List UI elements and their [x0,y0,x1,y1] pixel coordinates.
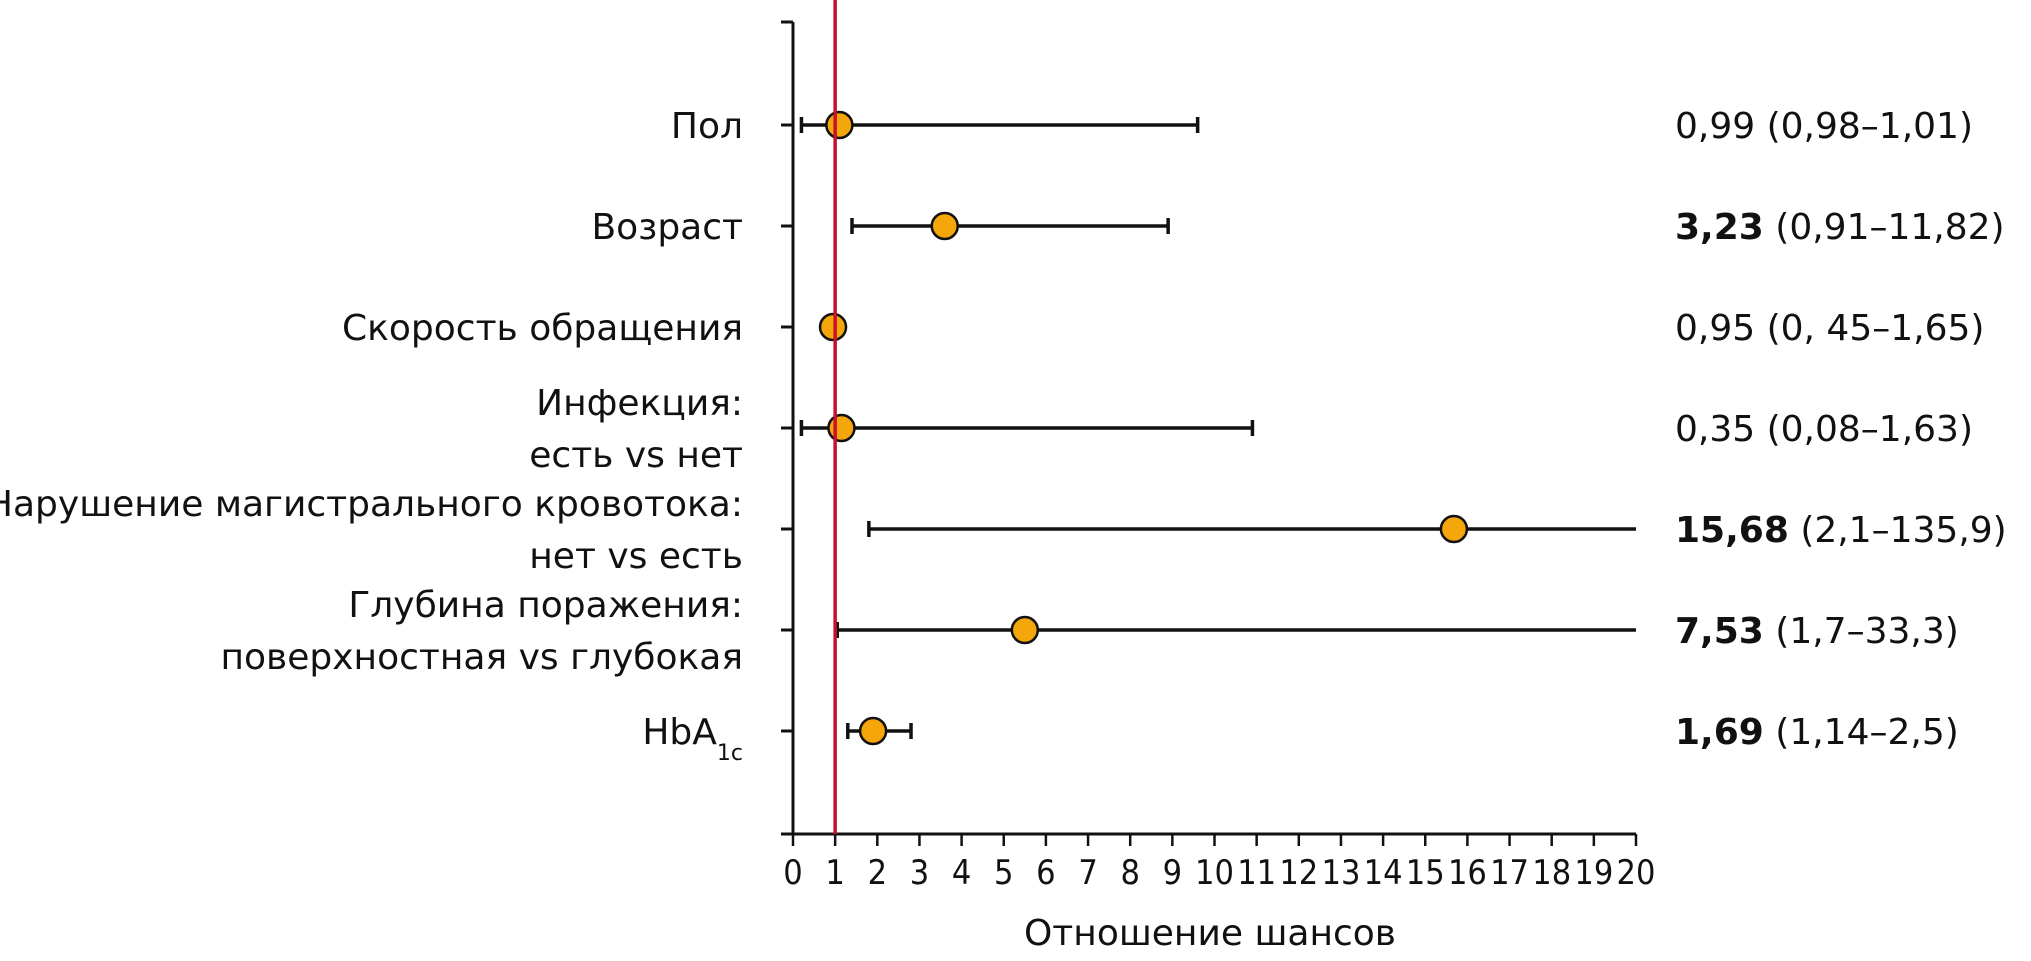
row-value-ci: (2,1–135,9) [1789,510,2007,551]
x-tick-label: 12 [1279,853,1318,893]
row-value-ci: (0,91–11,82) [1764,207,2005,248]
forest-row: Возраст 3,23 (0,91–11,82) [591,207,2004,248]
x-tick-label: 10 [1195,853,1234,893]
x-tick-label: 2 [868,853,887,893]
x-tick-label: 0 [783,853,802,893]
x-tick-label: 9 [1163,853,1182,893]
row-label: Возраст [591,207,743,248]
row-value-bold: 3,23 [1675,207,1764,248]
x-tick-label: 3 [910,853,929,893]
forest-row: Скорость обращения 0,95 (0, 45–1,65) [342,308,1984,349]
row-label-line2: нет vs есть [529,536,743,577]
row-value-ci: 0,95 (0, 45–1,65) [1675,308,1984,349]
x-tick-label: 1 [825,853,844,893]
forest-row: Нарушение магистрального кровотока: нет v… [0,484,2007,577]
row-value: 3,23 (0,91–11,82) [1675,207,2005,248]
row-label: Пол [671,106,743,147]
forest-row: Пол 0,99 (0,98–1,01) [671,106,1973,147]
point-marker [1439,514,1469,544]
point-marker [825,110,854,140]
x-tick-label: 8 [1120,853,1139,893]
row-label-line1: Глубина поражения: [348,585,743,626]
x-tick-label: 18 [1532,853,1571,893]
x-tick-label: 20 [1617,853,1656,893]
row-label-subscript: 1c [717,741,743,766]
row-value: 0,99 (0,98–1,01) [1675,106,1973,147]
row-label-main: HbA [642,712,717,753]
point-marker [858,716,888,746]
row-label-line2: есть vs нет [529,435,743,476]
x-axis-title: Отношение шансов [1024,913,1396,954]
x-tick-label: 11 [1237,853,1276,893]
row-value: 0,35 (0,08–1,63) [1675,409,1973,450]
x-tick-label: 13 [1321,853,1360,893]
x-tick-label: 6 [1036,853,1055,893]
point-marker [818,312,848,342]
row-value-bold: 15,68 [1675,510,1789,551]
row-label-line1: Инфекция: [536,383,743,424]
forest-row: Инфекция: есть vs нет 0,35 (0,08–1,63) [529,383,1973,476]
x-tick-label: 5 [994,853,1013,893]
row-value-bold: 1,69 [1675,712,1764,753]
row-value-ci: 0,99 (0,98–1,01) [1675,106,1973,147]
row-value: 15,68 (2,1–135,9) [1675,510,2007,551]
x-tick-label: 19 [1574,853,1613,893]
row-value-bold: 7,53 [1675,611,1764,652]
axes: 0 1 2 3 4 5 6 7 8 9 10 11 12 13 14 15 16 17 18 19 20 [781,20,1656,893]
rows: Пол 0,99 (0,98–1,01) Возраст 3,23 (0,91–11,… [0,106,2007,766]
row-value: 7,53 (1,7–33,3) [1675,611,1959,652]
row-label: HbA1c [642,712,743,766]
x-tick-label: 7 [1078,853,1097,893]
x-tick-label: 14 [1364,853,1403,893]
x-tick-label: 15 [1406,853,1445,893]
row-value: 0,95 (0, 45–1,65) [1675,308,1984,349]
row-value: 1,69 (1,14–2,5) [1675,712,1959,753]
forest-row: Глубина поражения: поверхностная vs глубо… [220,585,1958,678]
point-marker [827,413,856,443]
row-label-line1: Нарушение магистрального кровотока: [0,484,743,525]
row-label: Скорость обращения [342,308,743,349]
x-tick-label: 16 [1448,853,1487,893]
row-label-line2: поверхностная vs глубокая [220,637,743,678]
point-marker [930,211,959,241]
point-marker [1010,615,1040,645]
row-value-ci: (1,14–2,5) [1764,712,1959,753]
row-value-ci: (1,7–33,3) [1764,611,1959,652]
forest-row: HbA1c 1,69 (1,14–2,5) [642,712,1958,766]
x-tick-label: 4 [952,853,971,893]
x-tick-label: 17 [1490,853,1529,893]
row-value-ci: 0,35 (0,08–1,63) [1675,409,1973,450]
